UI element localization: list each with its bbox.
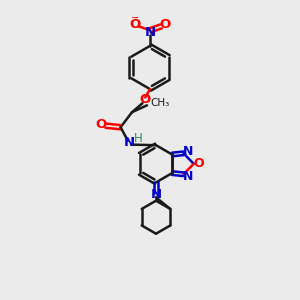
Text: N: N bbox=[182, 170, 193, 183]
Text: N: N bbox=[123, 136, 135, 149]
Text: H: H bbox=[134, 132, 143, 145]
Text: O: O bbox=[139, 93, 150, 106]
Text: N: N bbox=[150, 188, 162, 202]
Text: N: N bbox=[182, 145, 193, 158]
Text: O: O bbox=[95, 118, 106, 131]
Text: −: − bbox=[130, 13, 139, 23]
Text: O: O bbox=[194, 157, 204, 170]
Text: N: N bbox=[144, 26, 156, 39]
Text: CH₃: CH₃ bbox=[150, 98, 169, 108]
Text: O: O bbox=[129, 18, 140, 31]
Text: O: O bbox=[160, 18, 171, 31]
